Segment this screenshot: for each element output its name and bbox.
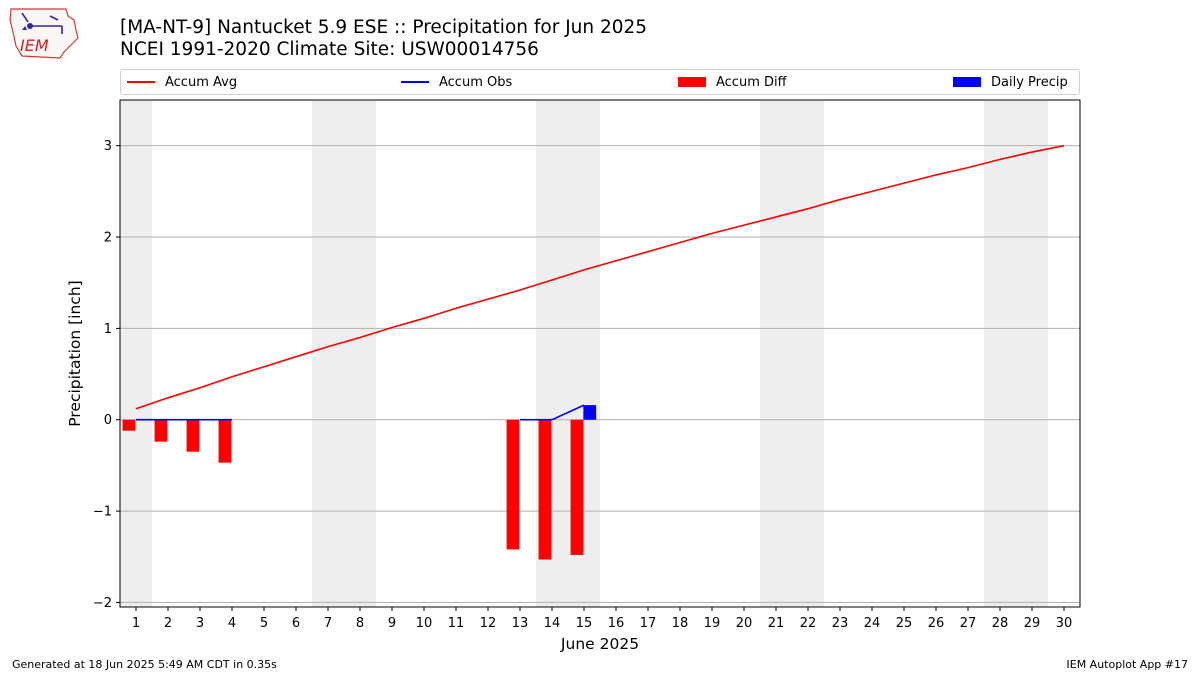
x-tick-label: 12 [480,616,497,631]
generated-timestamp: Generated at 18 Jun 2025 5:49 AM CDT in … [12,658,277,671]
accum-diff-bar [538,419,552,560]
x-axis-label: June 2025 [560,635,639,653]
y-tick-label: −2 [93,596,112,611]
x-tick-label: 4 [228,616,236,631]
weekend-shade-0 [120,100,152,607]
x-tick-label: 21 [768,616,785,631]
x-tick-label: 3 [196,616,204,631]
x-tick-label: 27 [960,616,977,631]
accum-diff-bar [570,419,584,555]
x-tick-label: 16 [608,616,625,631]
y-tick-label: 0 [104,413,112,428]
accum-diff-bar [218,419,232,463]
x-tick-label: 30 [1056,616,1073,631]
iem-logo: IEM [9,8,79,59]
accum-avg-line-segment-0 [135,144,1065,410]
legend-label-accum-diff: Accum Diff [716,74,787,90]
accum-diff-bar [122,419,136,431]
accum-obs-line-segment-1 [520,404,585,421]
plot-frame [119,99,1081,608]
legend-item-daily-precip: Daily Precip [953,70,1068,94]
legend-item-accum-obs: Accum Obs [401,70,512,94]
y-tick-label: 2 [104,231,112,246]
legend-item-accum-avg: Accum Avg [127,70,237,94]
x-tick-label: 17 [640,616,657,631]
weekend-shade-3 [760,100,824,607]
legend-swatch-accum-obs [401,81,429,83]
app-credit: IEM Autoplot App #17 [1066,658,1189,671]
daily-precip-bar [583,405,597,420]
chart-title: [MA-NT-9] Nantucket 5.9 ESE :: Precipita… [120,17,648,38]
x-tick-label: 24 [864,616,881,631]
y-tick-label: 3 [104,139,112,154]
legend-label-accum-obs: Accum Obs [439,74,513,90]
iem-logo-text: IEM [20,36,49,55]
x-tick-label: 18 [672,616,689,631]
chart-subtitle: NCEI 1991-2020 Climate Site: USW00014756 [120,39,539,60]
legend-label-daily-precip: Daily Precip [991,74,1068,90]
x-tick-label: 13 [512,616,529,631]
x-tick-label: 1 [132,616,140,631]
x-tick-label: 7 [324,616,332,631]
weekend-shade-1 [312,100,376,607]
x-tick-label: 11 [448,616,465,631]
x-tick-label: 5 [260,616,268,631]
x-tick-label: 29 [1024,616,1041,631]
x-tick-label: 8 [356,616,364,631]
y-axis-label: Precipitation [inch] [66,280,84,426]
legend-swatch-accum-diff [678,77,706,87]
x-tick-label: 26 [928,616,945,631]
chart-legend: Accum Avg Accum Obs Accum Diff Daily Pre… [120,69,1080,95]
legend-item-accum-diff: Accum Diff [678,70,787,94]
accum-diff-bar [154,419,168,442]
accum-diff-bar [506,419,520,550]
x-tick-label: 28 [992,616,1009,631]
legend-swatch-accum-avg [127,81,155,83]
x-tick-label: 19 [704,616,721,631]
x-tick-label: 10 [416,616,433,631]
weekend-shade-4 [984,100,1048,607]
x-tick-label: 6 [292,616,300,631]
x-tick-label: 15 [576,616,593,631]
y-tick-label: 1 [104,322,112,337]
x-tick-label: 9 [388,616,396,631]
accum-diff-bar [186,419,200,452]
x-tick-label: 2 [164,616,172,631]
legend-label-accum-avg: Accum Avg [165,74,238,90]
x-tick-label: 22 [800,616,817,631]
x-tick-label: 14 [544,616,561,631]
legend-swatch-daily-precip [953,77,981,87]
x-tick-label: 20 [736,616,753,631]
x-tick-label: 23 [832,616,849,631]
y-tick-label: −1 [93,505,112,520]
x-tick-label: 25 [896,616,913,631]
